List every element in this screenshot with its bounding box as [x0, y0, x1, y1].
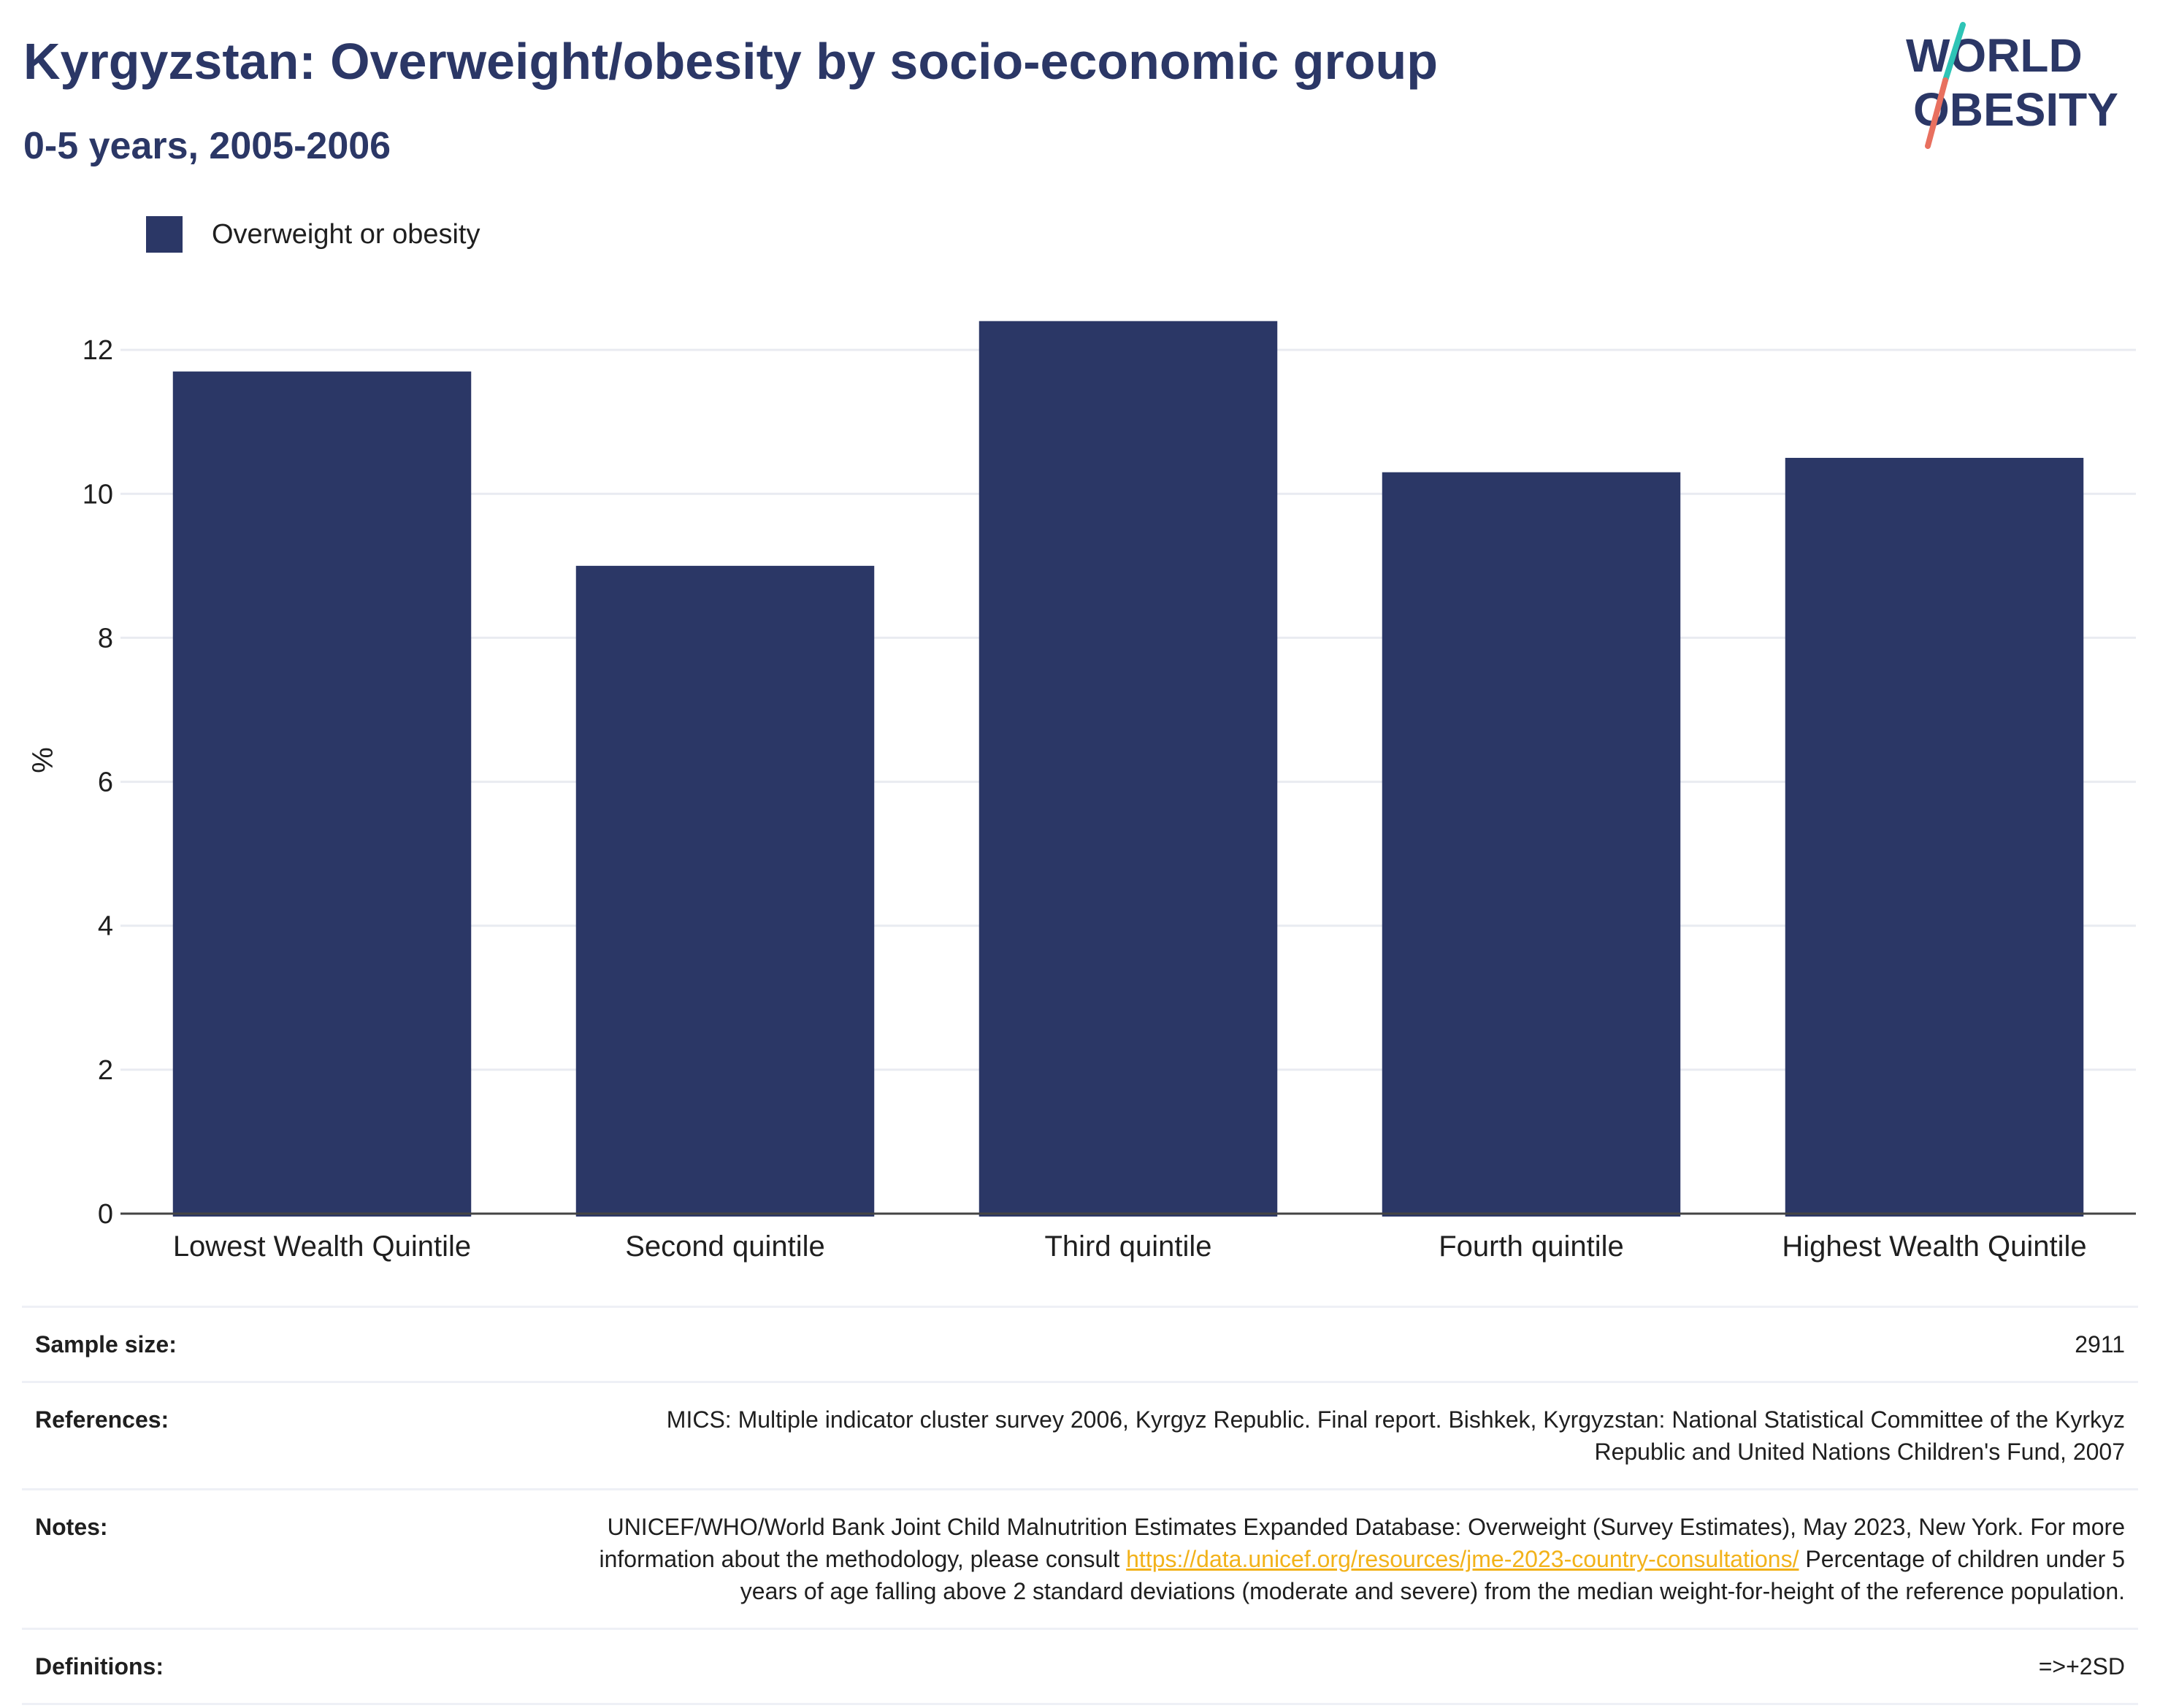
world-obesity-logo: WORLD OBESITY: [1906, 22, 2118, 149]
bar: [1382, 472, 1681, 1217]
sample-size-row: Sample size: 2911: [22, 1306, 2138, 1381]
y-tick-label: 0: [98, 1199, 113, 1230]
bar: [172, 371, 472, 1217]
x-tick-label: Second quintile: [625, 1230, 825, 1263]
x-tick-label: Third quintile: [1044, 1230, 1211, 1263]
bar-chart: 0 2 4 6 8 10 12% Lowest Wealth Quintile Second q…: [27, 321, 2136, 1263]
legend: Overweight or obesity: [146, 216, 480, 253]
chart-title: Kyrgyzstan: Overweight/obesity by socio-…: [23, 33, 1439, 90]
sample-size-label: Sample size:: [35, 1331, 177, 1357]
notes-text-after: Percentage of children under 5 years of …: [740, 1546, 2125, 1604]
logo-line2: OBESITY: [1913, 83, 2118, 136]
definitions-row: Definitions: =>+2SD: [22, 1628, 2138, 1705]
y-axis-label: %: [27, 747, 59, 773]
logo-slash-coral: [1925, 77, 1948, 149]
sample-size-value: 2911: [2075, 1331, 2125, 1357]
chart-subtitle: 0-5 years, 2005-2006: [23, 125, 391, 167]
y-tick-label: 4: [98, 911, 113, 942]
references-value: MICS: Multiple indicator cluster survey …: [666, 1406, 2125, 1465]
definitions-label: Definitions:: [35, 1653, 164, 1680]
x-tick-label: Fourth quintile: [1439, 1230, 1623, 1263]
bar: [1785, 458, 2084, 1217]
metadata-table: Sample size: 2911 References: MICS: Mult…: [22, 1306, 2138, 1705]
y-tick-label: 10: [83, 479, 113, 510]
notes-label: Notes:: [35, 1514, 108, 1540]
bar: [575, 565, 875, 1217]
references-label: References:: [35, 1406, 169, 1433]
legend-swatch: [146, 216, 183, 253]
legend-label: Overweight or obesity: [212, 218, 480, 250]
y-tick-label: 6: [98, 767, 113, 798]
y-tick-label: 12: [83, 335, 113, 366]
y-tick-label: 2: [98, 1055, 113, 1086]
bar: [978, 321, 1278, 1217]
references-row: References: MICS: Multiple indicator clu…: [22, 1381, 2138, 1488]
x-tick-label: Highest Wealth Quintile: [1782, 1230, 2086, 1263]
y-tick-label: 8: [98, 623, 113, 654]
logo-slash-teal: [1942, 22, 1966, 83]
x-tick-label: Lowest Wealth Quintile: [173, 1230, 471, 1263]
definitions-value: =>+2SD: [2038, 1653, 2125, 1680]
notes-value: UNICEF/WHO/World Bank Joint Child Malnut…: [584, 1511, 2125, 1607]
notes-row: Notes: UNICEF/WHO/World Bank Joint Child…: [22, 1488, 2138, 1628]
notes-text-before: UNICEF/WHO/World Bank Joint Child Malnut…: [599, 1514, 2125, 1572]
logo-line1: WORLD: [1906, 29, 2083, 82]
notes-link[interactable]: https://data.unicef.org/resources/jme-20…: [1126, 1546, 1799, 1572]
